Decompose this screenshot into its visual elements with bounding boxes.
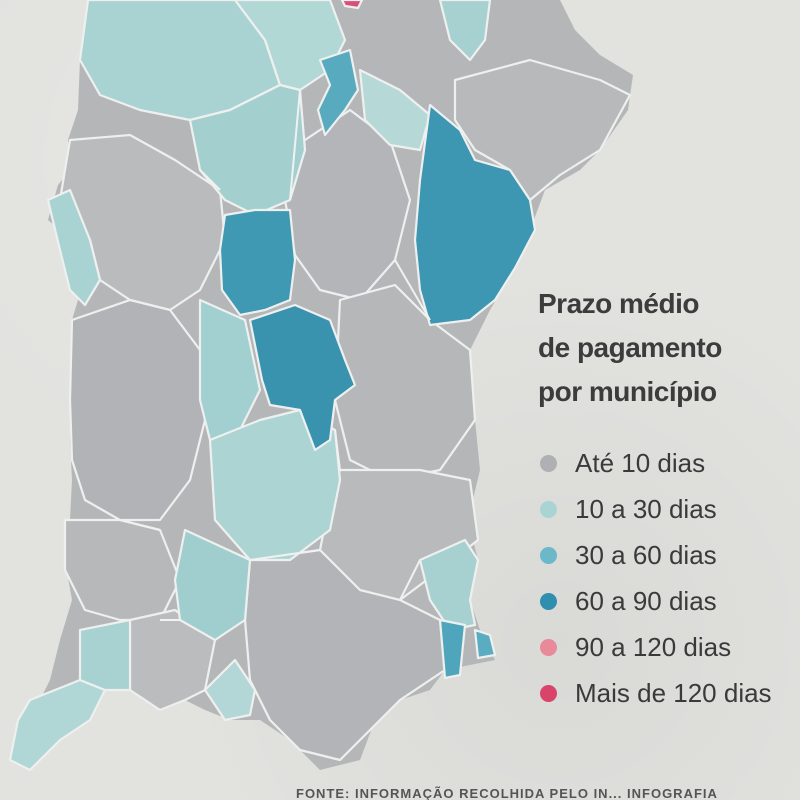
region-light-teal bbox=[78, 618, 132, 692]
legend-swatch-icon bbox=[540, 500, 557, 518]
region-medium-teal bbox=[473, 628, 497, 660]
legend-swatch-icon bbox=[540, 638, 557, 656]
legend-item: 30 a 60 dias bbox=[538, 532, 778, 578]
legend-label: 60 a 90 dias bbox=[575, 585, 717, 616]
legend: Até 10 dias 10 a 30 dias 30 a 60 dias 60… bbox=[538, 440, 778, 716]
region-dark-teal bbox=[248, 303, 357, 452]
legend-label: Mais de 120 dias bbox=[575, 677, 772, 708]
region-medium-teal bbox=[438, 618, 467, 680]
region-pink bbox=[340, 0, 364, 10]
region-grey bbox=[68, 298, 207, 522]
legend-swatch-icon bbox=[540, 684, 557, 702]
legend-label: 10 a 30 dias bbox=[575, 493, 717, 524]
legend-label: 90 a 120 dias bbox=[575, 631, 732, 662]
source-note: FONTE: INFORMAÇÃO RECOLHIDA PELO IN... I… bbox=[296, 786, 718, 800]
region-light-teal bbox=[8, 678, 107, 772]
legend-title-line: por município bbox=[538, 376, 717, 407]
region-grey bbox=[63, 518, 182, 622]
region-light-teal bbox=[208, 408, 342, 562]
region-light-teal bbox=[438, 0, 492, 62]
legend-title-line: Prazo médio bbox=[538, 288, 699, 319]
legend-label: Até 10 dias bbox=[575, 447, 706, 478]
region-light-teal bbox=[203, 658, 257, 722]
legend-item: 60 a 90 dias bbox=[538, 578, 778, 624]
legend-item: 10 a 30 dias bbox=[538, 486, 778, 532]
region-dark-teal bbox=[218, 208, 297, 317]
region-light-teal bbox=[233, 0, 347, 92]
region-medium-teal bbox=[316, 48, 360, 137]
legend-swatch-icon bbox=[540, 454, 557, 472]
legend-title: Prazo médio de pagamento por município bbox=[538, 282, 778, 414]
legend-item: Mais de 120 dias bbox=[538, 670, 778, 716]
legend-item: Até 10 dias bbox=[538, 440, 778, 486]
region-grey bbox=[453, 58, 632, 202]
legend-label: 30 a 60 dias bbox=[575, 539, 717, 570]
region-grey bbox=[333, 283, 477, 482]
region-light-teal bbox=[46, 188, 102, 307]
region-light-teal bbox=[418, 538, 480, 632]
region-light-teal bbox=[188, 83, 307, 217]
legend-title-line: de pagamento bbox=[538, 332, 722, 363]
region-light-teal bbox=[358, 68, 432, 152]
region-dark-teal bbox=[413, 103, 537, 327]
legend-item: 90 a 120 dias bbox=[538, 624, 778, 670]
map-borders bbox=[119, 89, 431, 621]
legend-swatch-icon bbox=[540, 592, 557, 610]
legend-swatch-icon bbox=[540, 546, 557, 564]
